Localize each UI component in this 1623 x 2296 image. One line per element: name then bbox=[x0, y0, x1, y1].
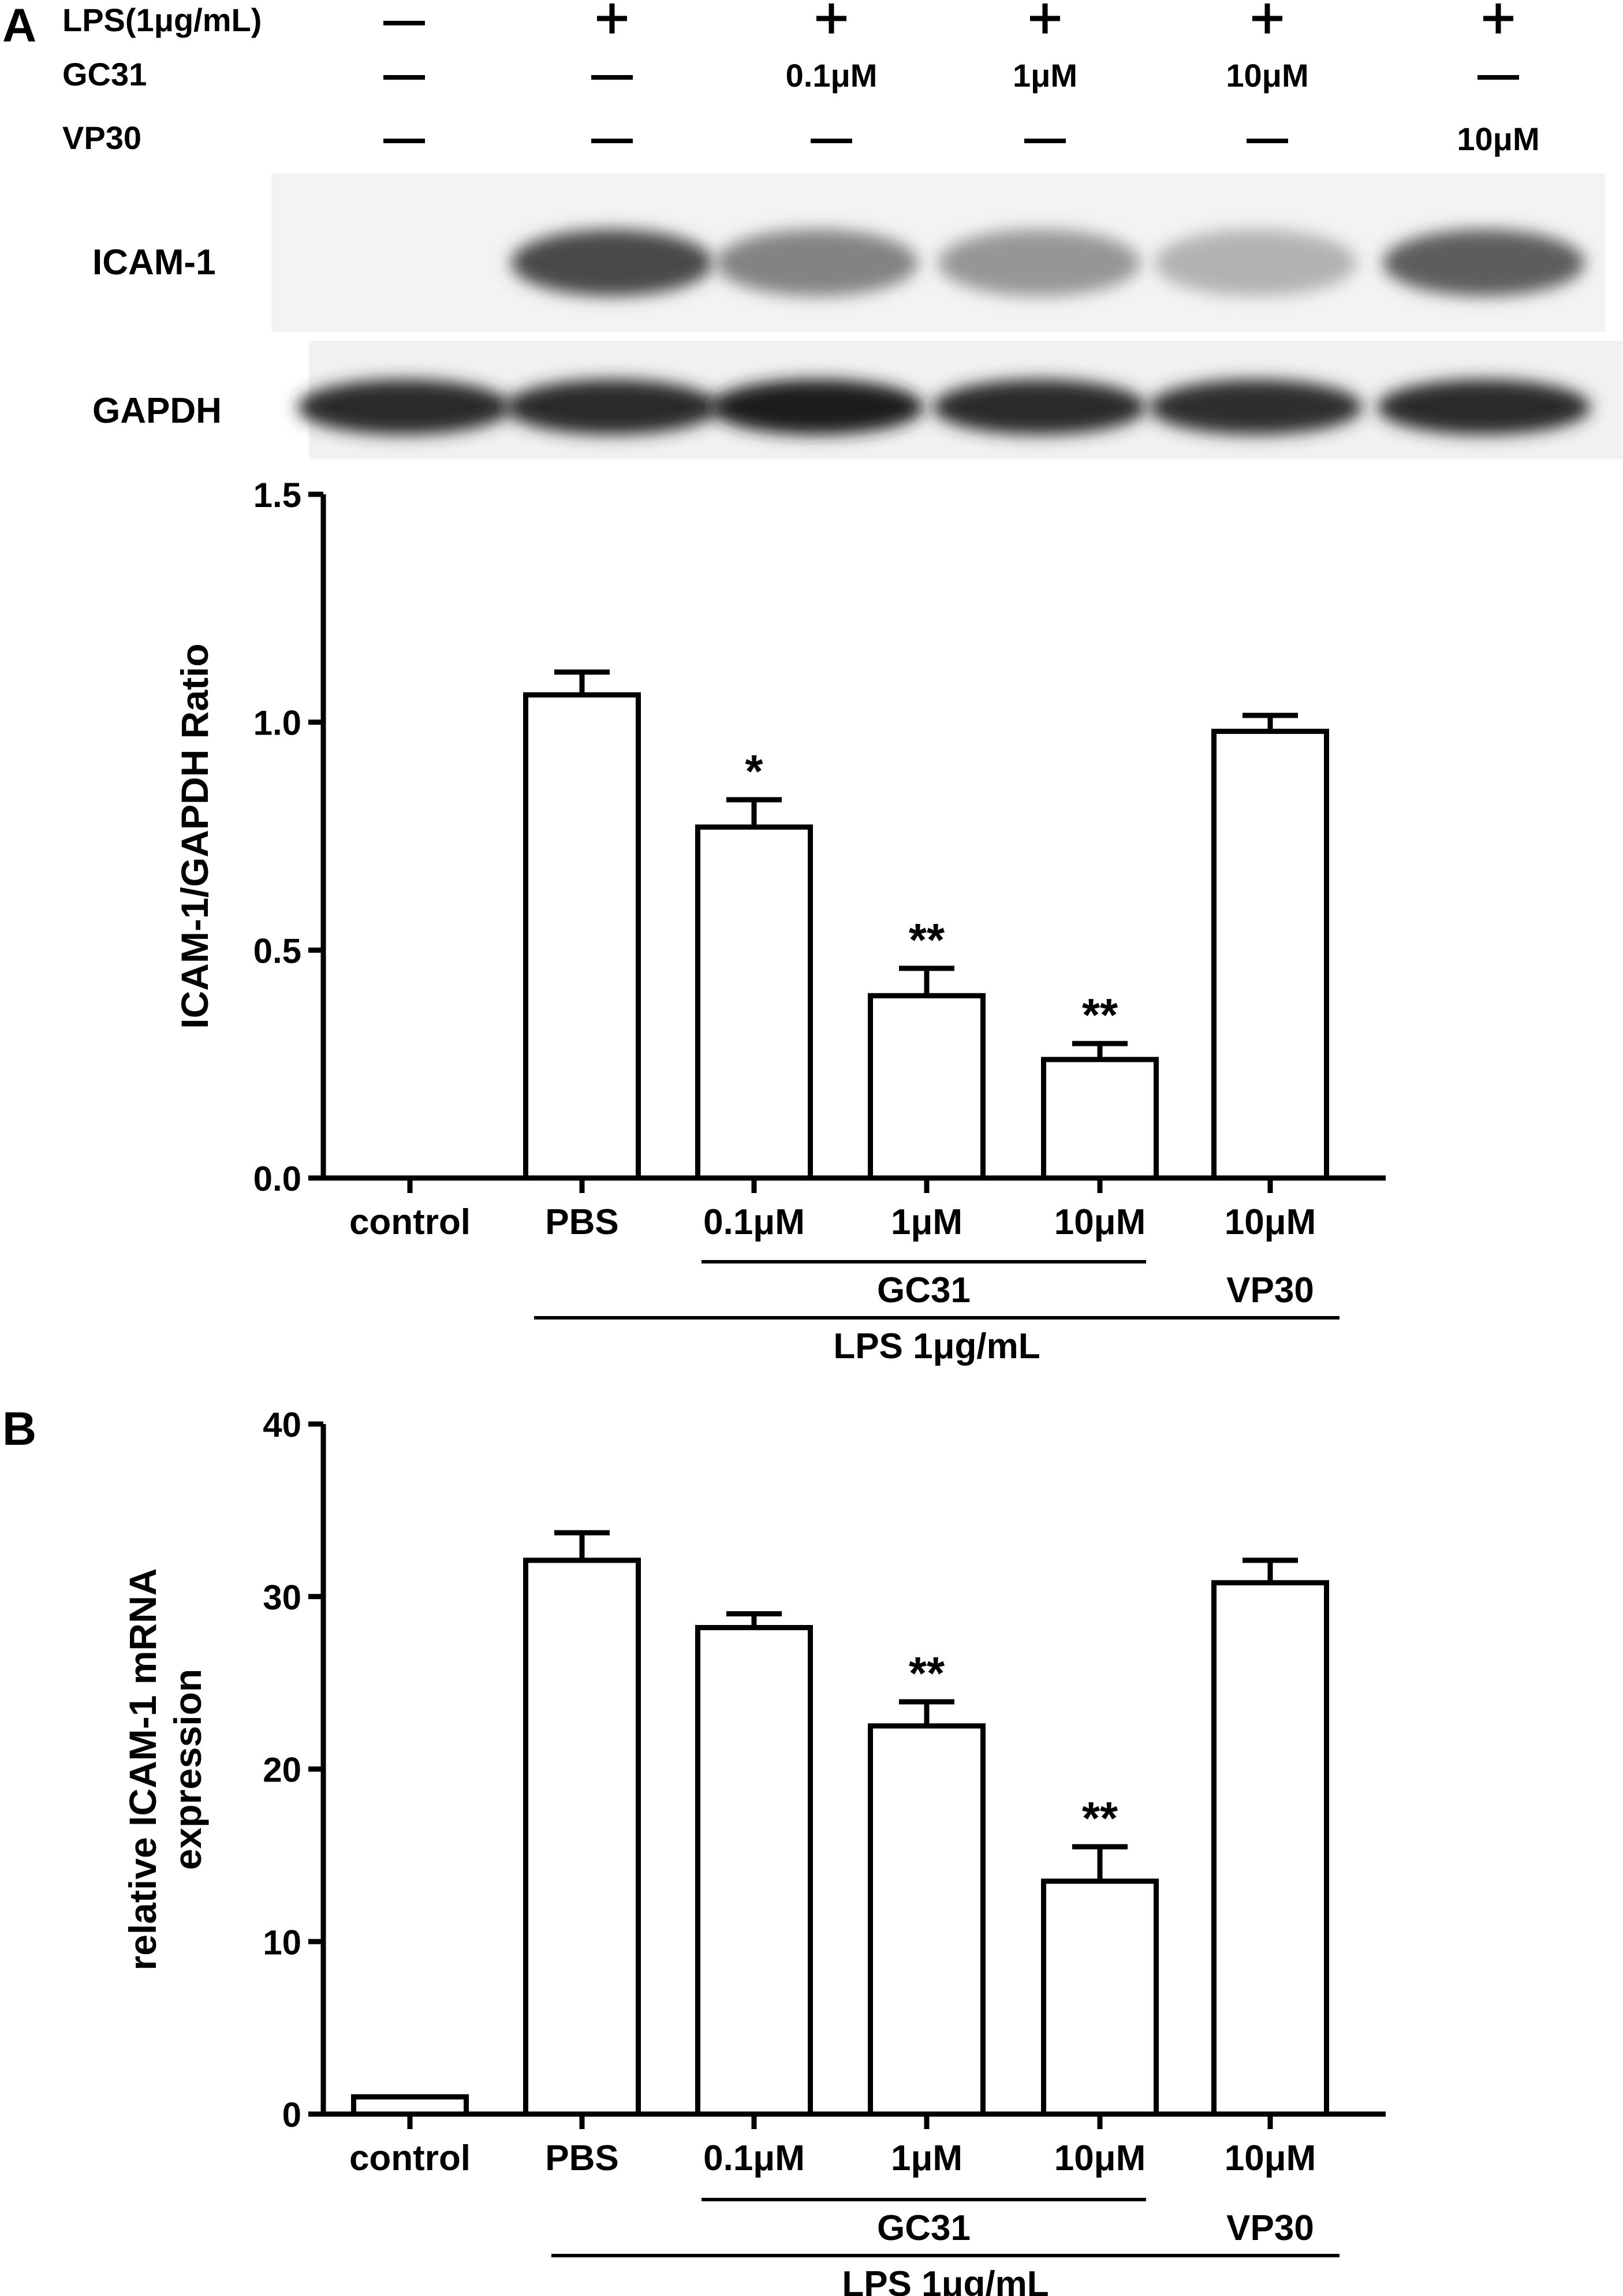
bar bbox=[695, 824, 813, 1181]
y-tick-label: 0.5 bbox=[253, 931, 301, 970]
x-tick-label: 0.1μM bbox=[703, 1202, 805, 1242]
icam-band bbox=[1155, 229, 1357, 296]
treatment-value: 10μM bbox=[1226, 57, 1308, 94]
x-tick-label: 10μM bbox=[1225, 2138, 1316, 2178]
x-tick-label: 10μM bbox=[1054, 1202, 1146, 1242]
panel-a-letter: A bbox=[2, 0, 36, 52]
y-tick-label: 1.0 bbox=[253, 704, 301, 743]
treatment-row-label: GC31 bbox=[62, 56, 147, 92]
lps-group-label: LPS 1μg/mL bbox=[833, 1326, 1040, 1366]
x-tick-label: 10μM bbox=[1225, 1202, 1316, 1242]
treatment-row-label: LPS(1μg/mL) bbox=[62, 2, 262, 38]
western-blot: ICAM-1 GAPDH bbox=[92, 173, 1622, 459]
bar bbox=[868, 993, 986, 1181]
significance-marker: ** bbox=[909, 914, 945, 966]
bar bbox=[868, 1723, 986, 2117]
gapdh-band bbox=[932, 379, 1146, 435]
y-axis-label: relative ICAM-1 mRNA bbox=[121, 1568, 164, 1971]
significance-marker: ** bbox=[1082, 1792, 1118, 1844]
x-tick-label: 1μM bbox=[891, 2138, 962, 2178]
chart-b: 0 10 20 30 40 relative ICAM-1 mRNA expression c… bbox=[121, 1406, 1386, 2296]
panel-b-letter: B bbox=[2, 1403, 36, 1455]
gapdh-band bbox=[297, 379, 511, 435]
bar bbox=[695, 1625, 813, 2117]
gapdh-band bbox=[710, 379, 924, 435]
x-tick-label: PBS bbox=[545, 1202, 618, 1242]
x-tick-label: 0.1μM bbox=[703, 2138, 805, 2178]
bar bbox=[523, 1557, 641, 2117]
treatment-value: 10μM bbox=[1457, 121, 1539, 157]
treatment-table: LPS(1μg/mL) GC31 0.1μM 1μM 10μM VP30 10μM bbox=[62, 2, 1540, 157]
vp30-group-label: VP30 bbox=[1226, 1270, 1314, 1310]
icam-band bbox=[511, 229, 713, 296]
gc31-group-label: GC31 bbox=[877, 2208, 971, 2248]
x-tick-label: PBS bbox=[545, 2138, 618, 2178]
vp30-group-label: VP30 bbox=[1226, 2208, 1314, 2248]
bar bbox=[1041, 1878, 1159, 2117]
icam-band bbox=[938, 229, 1140, 296]
treatment-value: 1μM bbox=[1013, 57, 1077, 94]
x-tick-label: 10μM bbox=[1054, 2138, 1146, 2178]
significance-marker: ** bbox=[909, 1648, 945, 1699]
icam-band bbox=[1383, 229, 1585, 296]
treatment-row-label: VP30 bbox=[62, 120, 141, 156]
gapdh-band bbox=[1377, 379, 1591, 435]
significance-marker: ** bbox=[1082, 989, 1118, 1041]
bar bbox=[1041, 1057, 1159, 1181]
bar bbox=[1211, 1580, 1329, 2117]
treatment-value: 0.1μM bbox=[786, 57, 878, 94]
y-axis-label: expression bbox=[166, 1669, 209, 1870]
y-tick-label: 0 bbox=[282, 2096, 301, 2134]
chart-a: 0.0 0.5 1.0 1.5 ICAM-1/GAPDH Ratio control PBS… bbox=[173, 476, 1386, 1366]
bar bbox=[351, 2094, 469, 2117]
y-tick-label: 30 bbox=[263, 1578, 301, 1617]
bar bbox=[1211, 728, 1329, 1181]
icam-bands bbox=[511, 229, 1585, 296]
icam-blot-label: ICAM-1 bbox=[92, 243, 216, 282]
y-tick-label: 1.5 bbox=[253, 476, 301, 515]
blot-icam-background bbox=[271, 173, 1605, 332]
y-tick-label: 40 bbox=[263, 1406, 301, 1444]
gapdh-blot-label: GAPDH bbox=[92, 391, 222, 431]
x-tick-label: control bbox=[349, 1202, 471, 1242]
icam-band bbox=[716, 229, 918, 296]
x-tick-label: 1μM bbox=[891, 1202, 962, 1242]
bar bbox=[523, 692, 641, 1181]
gapdh-band bbox=[1149, 379, 1363, 435]
y-axis-label: ICAM-1/GAPDH Ratio bbox=[173, 643, 216, 1028]
gapdh-bands bbox=[297, 379, 1591, 435]
gc31-group-label: GC31 bbox=[877, 1270, 971, 1310]
significance-marker: * bbox=[745, 746, 763, 797]
x-tick-label: control bbox=[349, 2138, 471, 2178]
gapdh-band bbox=[505, 379, 719, 435]
y-tick-label: 10 bbox=[263, 1923, 301, 1962]
y-tick-label: 0.0 bbox=[253, 1160, 301, 1198]
lps-group-label: LPS 1μg/mL bbox=[842, 2264, 1049, 2296]
y-tick-label: 20 bbox=[263, 1751, 301, 1790]
